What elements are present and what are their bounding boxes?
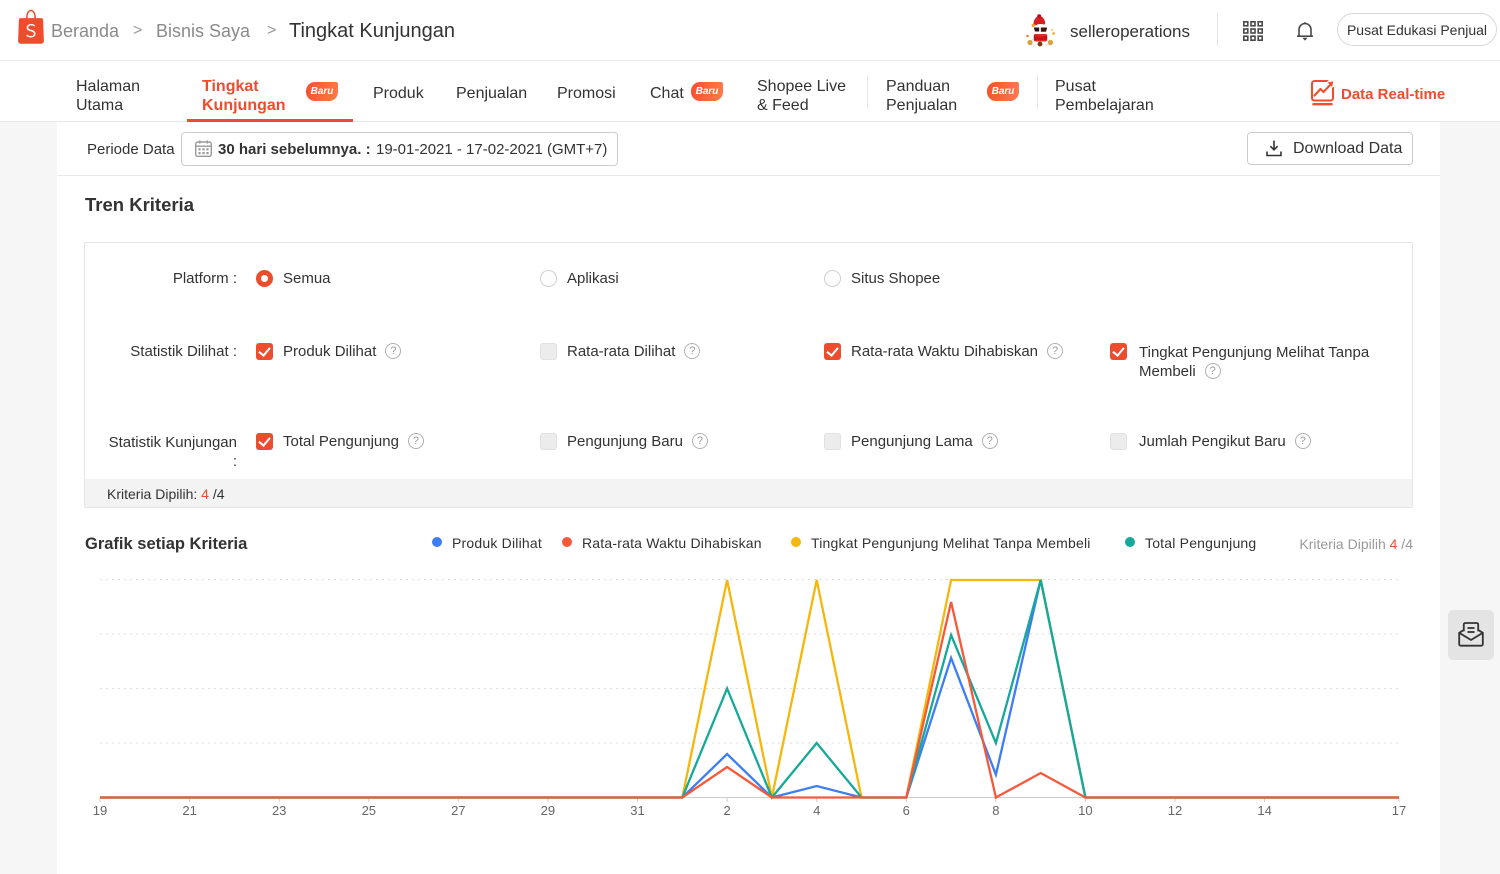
svg-text:6: 6 xyxy=(903,803,910,818)
svg-text:31: 31 xyxy=(630,803,644,818)
svg-text:25: 25 xyxy=(362,803,376,818)
svg-text:27: 27 xyxy=(451,803,465,818)
svg-text:29: 29 xyxy=(541,803,555,818)
svg-text:14: 14 xyxy=(1257,803,1271,818)
svg-text:8: 8 xyxy=(992,803,999,818)
svg-text:17: 17 xyxy=(1392,803,1406,818)
svg-text:23: 23 xyxy=(272,803,286,818)
svg-text:12: 12 xyxy=(1168,803,1182,818)
svg-text:21: 21 xyxy=(182,803,196,818)
svg-text:2: 2 xyxy=(723,803,730,818)
svg-text:10: 10 xyxy=(1078,803,1092,818)
svg-text:4: 4 xyxy=(813,803,820,818)
svg-text:19: 19 xyxy=(93,803,107,818)
